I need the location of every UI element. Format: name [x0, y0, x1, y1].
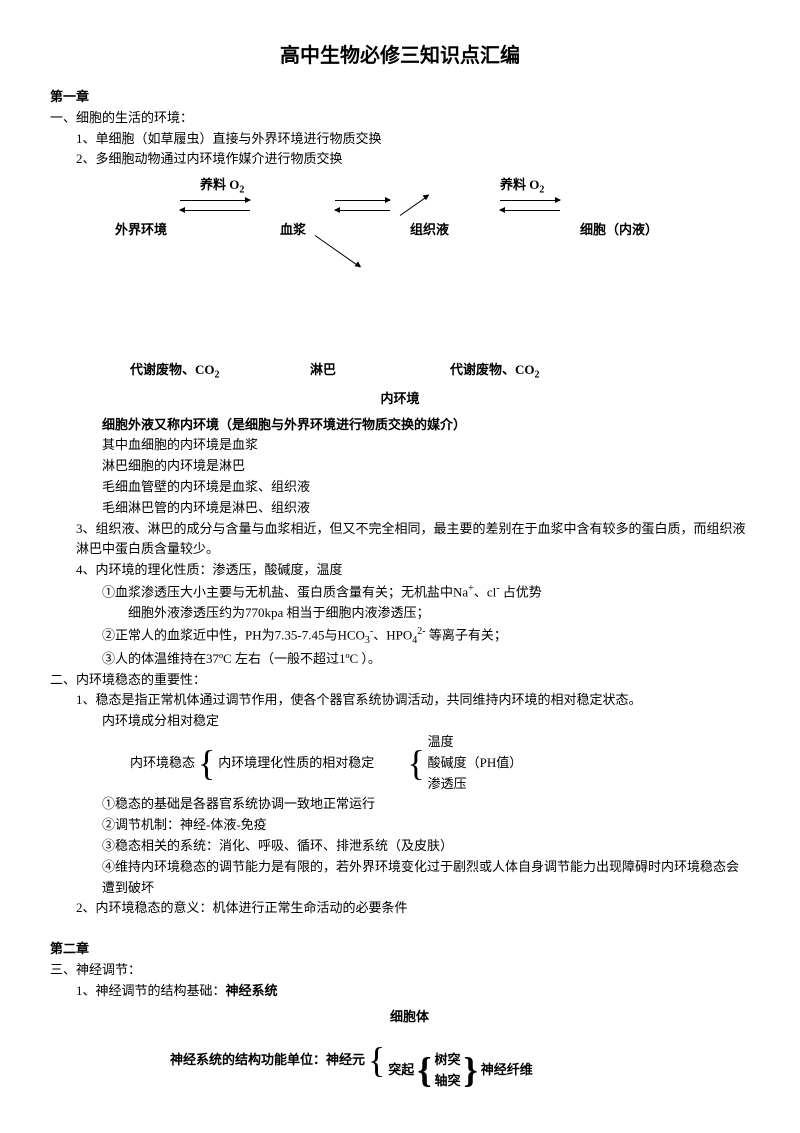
external-env-label: 外界环境 — [115, 220, 167, 241]
stable-sub1: 内环境成分相对稳定 — [102, 711, 750, 732]
section-3-heading: 三、神经调节： — [50, 960, 750, 981]
nerve-fiber-label: 神经纤维 — [481, 1060, 533, 1081]
nutrient-label-1: 养料 O2 — [200, 175, 244, 199]
point-1-4-head: 4、内环境的理化性质：渗透压，酸碱度，温度 — [76, 560, 750, 581]
chapter-2-heading: 第二章 — [50, 939, 750, 960]
arrow-diag-2 — [315, 235, 361, 267]
point-1-4-s1: ①血浆渗透压大小主要与无机盐、蛋白质含量有关；无机盐中Na+、cl- 占优势 — [102, 581, 750, 603]
tissue-fluid-label: 组织液 — [410, 220, 449, 241]
stable-c4: ④维持内环境稳态的调节能力是有限的，若外界环境变化过于剧烈或人体自身调节能力出现… — [102, 857, 750, 899]
brace-icon-3: { — [365, 1038, 388, 1083]
physchem-label: 内环境理化性质的相对稳定 — [218, 753, 374, 774]
neuron-unit-label: 神经系统的结构功能单位：神经元 — [170, 1050, 365, 1071]
exchange-diagram: 养料 O2 养料 O2 外界环境 血浆 组织液 细胞（内液） — [90, 180, 710, 300]
point-3-1: 1、神经调节的结构基础：神经系统 — [76, 981, 750, 1002]
cell-label: 细胞（内液） — [580, 220, 658, 241]
inner-env-l3: 毛细血管壁的内环境是血浆、组织液 — [102, 477, 750, 498]
stable-c1: ①稳态的基础是各器官系统协调一致地正常运行 — [102, 794, 750, 815]
stable-c2: ②调节机制：神经-体液-免疫 — [102, 815, 750, 836]
stable-c3: ③稳态相关的系统：消化、呼吸、循环、排泄系统（及皮肤） — [102, 836, 750, 857]
point-1-1: 1、单细胞（如草履虫）直接与外界环境进行物质交换 — [76, 129, 750, 150]
inner-env-def-title: 细胞外液又称内环境（是细胞与外界环境进行物质交换的媒介） — [102, 415, 750, 436]
point-2-1: 1、稳态是指正常机体通过调节作用，使各个器官系统协调活动，共同维持内环境的相对稳… — [76, 690, 750, 711]
ph-label: 酸碱度（PH值） — [428, 753, 523, 774]
page-title: 高中生物必修三知识点汇编 — [50, 40, 750, 72]
cell-body-label: 细胞体 — [390, 1007, 750, 1028]
point-1-3: 3、组织液、淋巴的成分与含量与血浆相近，但又不完全相同，最主要的差别在于血浆中含… — [76, 519, 750, 561]
stable-label: 内环境稳态 — [130, 753, 195, 774]
brace-icon-2: { — [404, 741, 427, 786]
arrow-tissue-cell-l — [500, 210, 560, 211]
brace-icon-4: { — [414, 1048, 434, 1093]
dendrite-label: 树突 — [435, 1050, 461, 1071]
physchem-items: 温度 酸碱度（PH值） 渗透压 — [428, 732, 523, 794]
arrow-tissue-cell-r — [500, 200, 560, 201]
inner-env-l4: 毛细淋巴管的内环境是淋巴、组织液 — [102, 498, 750, 519]
inner-env-l2: 淋巴细胞的内环境是淋巴 — [102, 456, 750, 477]
plasma-label: 血浆 — [280, 220, 306, 241]
neuron-diagram: 细胞体 神经系统的结构功能单位：神经元 { x 突起 { 树突 轴突 } 神经纤… — [170, 1007, 750, 1094]
point-1-2: 2、多细胞动物通过内环境作媒介进行物质交换 — [76, 149, 750, 170]
process-label: 突起 — [388, 1060, 414, 1081]
waste-label-1: 代谢废物、CO2 — [130, 360, 310, 384]
point-1-4-s3: ③人的体温维持在37ºC 左右（一般不超过1ºC ）。 — [102, 649, 750, 670]
stable-brace-group: 内环境稳态 { 内环境理化性质的相对稳定 { 温度 酸碱度（PH值） 渗透压 — [130, 732, 750, 794]
inner-env-l1: 其中血细胞的内环境是血浆 — [102, 435, 750, 456]
nutrient-label-2: 养料 O2 — [500, 175, 544, 199]
osmotic-label: 渗透压 — [428, 774, 523, 795]
waste-lymph-row: 代谢废物、CO2 淋巴 代谢废物、CO2 — [130, 360, 750, 384]
temp-label: 温度 — [428, 732, 523, 753]
arrow-plasma-tissue-l — [335, 210, 390, 211]
axon-label: 轴突 — [435, 1071, 461, 1092]
waste-label-2: 代谢废物、CO2 — [450, 360, 540, 384]
inner-env-label: 内环境 — [50, 389, 750, 410]
chapter-1-heading: 第一章 — [50, 87, 750, 108]
arrow-diag-1 — [400, 195, 429, 216]
brace-icon: { — [195, 741, 218, 786]
brace-icon-5: } — [461, 1048, 481, 1093]
point-1-4-s1sub: 细胞外液渗透压约为770kpa 相当于细胞内液渗透压； — [128, 603, 750, 624]
point-1-4-s2: ②正常人的血浆近中性，PH为7.35-7.45与HCO3-、HPO42- 等离子… — [102, 624, 750, 649]
point-2-2: 2、内环境稳态的意义：机体进行正常生命活动的必要条件 — [76, 898, 750, 919]
section-1-heading: 一、细胞的生活的环境： — [50, 108, 750, 129]
lymph-label: 淋巴 — [310, 360, 450, 384]
section-2-heading: 二、内环境稳态的重要性： — [50, 670, 750, 691]
arrow-ext-plasma-r — [180, 200, 250, 201]
arrow-plasma-tissue-r — [335, 200, 390, 201]
arrow-ext-plasma-l — [180, 210, 250, 211]
